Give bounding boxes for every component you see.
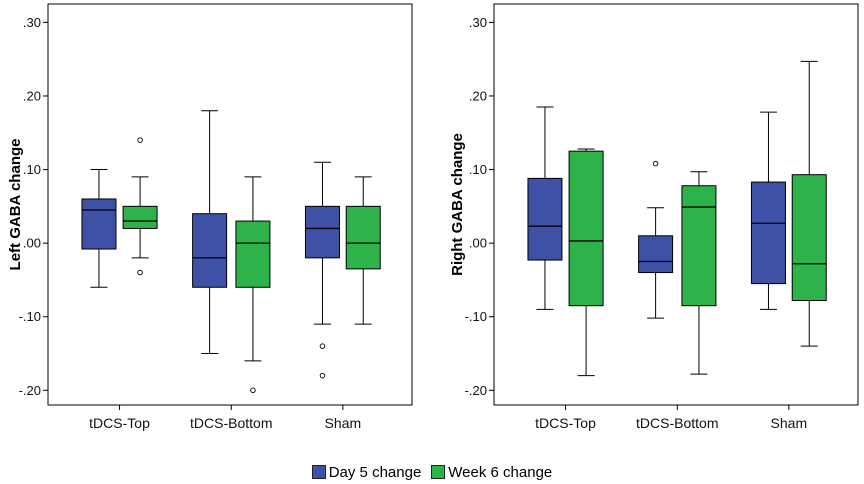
box-body: [681, 185, 717, 307]
y-tick-label: -.10: [19, 309, 41, 324]
outlier-point: [250, 387, 256, 394]
legend-swatch-day5: [311, 465, 326, 479]
y-tick-label: .10: [469, 162, 487, 177]
x-tick-label: tDCS-Bottom: [636, 415, 718, 431]
legend-item-week6: Week 6 change: [431, 464, 552, 481]
box-body: [568, 150, 604, 307]
box-week6-tdcs-bottom: [235, 176, 271, 394]
box-day5-sham: [750, 111, 786, 310]
box-body: [638, 235, 674, 274]
chart-legend: Day 5 change Week 6 change: [0, 460, 864, 484]
y-axis-title: Left GABA change: [7, 139, 24, 271]
y-tick-label: .10: [23, 162, 41, 177]
box-body: [750, 181, 786, 285]
box-body: [192, 213, 228, 288]
y-tick-label: -.10: [465, 309, 487, 324]
legend-item-day5: Day 5 change: [311, 463, 422, 481]
box-week6-tdcs-bottom: [681, 171, 717, 375]
outlier-point: [137, 137, 143, 143]
box-body: [235, 220, 271, 288]
box-week6-tdcs-top: [568, 148, 604, 377]
outlier-point: [137, 269, 143, 276]
box-day5-sham: [304, 161, 340, 379]
chart-panel-1: .30 .20 .10 .00 -.10 -.20 Left GABA change tDCS…: [7, 3, 413, 431]
box-body: [304, 205, 340, 259]
y-tick-label: .20: [469, 88, 487, 103]
x-tick-label: Sham: [325, 415, 362, 431]
x-tick-label: Sham: [771, 415, 808, 431]
chart-panel-2: .30 .20 .10 .00 -.10 -.20 Right GABA change tDC…: [449, 3, 859, 431]
legend-swatch-week6: [431, 465, 446, 479]
box-body: [527, 177, 563, 261]
outlier-point: [652, 160, 659, 167]
y-tick-label: .30: [469, 15, 487, 30]
box-day5-tdcs-bottom: [638, 160, 674, 319]
box-body: [345, 205, 381, 270]
legend-label-week6: Week 6 change: [448, 463, 553, 481]
legend-label-day5: Day 5 change: [328, 463, 422, 481]
plot-frame: [493, 3, 859, 406]
outlier-point: [319, 343, 326, 349]
y-axis-title: Right GABA change: [449, 133, 466, 276]
box-body: [791, 174, 827, 302]
box-day5-tdcs-top: [81, 169, 117, 288]
x-tick-label: tDCS-Bottom: [190, 415, 272, 431]
chart-canvas: .30 .20 .10 .00 -.10 -.20 Left GABA change tDCS…: [7, 3, 859, 431]
box-day5-tdcs-bottom: [192, 110, 228, 354]
box-body: [122, 205, 158, 229]
box-week6-sham: [345, 176, 381, 325]
y-tick-label: -.20: [465, 383, 487, 398]
y-tick-label: .00: [23, 236, 41, 251]
y-tick-label: -.20: [19, 383, 41, 398]
y-tick-label: .30: [23, 15, 41, 30]
plot-frame: [47, 3, 413, 406]
box-body: [81, 198, 117, 250]
x-tick-label: tDCS-Top: [89, 415, 150, 431]
outlier-point: [319, 372, 326, 379]
x-tick-label: tDCS-Top: [535, 415, 596, 431]
box-week6-sham: [791, 60, 827, 347]
y-tick-label: .20: [23, 88, 41, 103]
y-tick-label: .00: [469, 236, 487, 251]
box-week6-tdcs-top: [122, 137, 158, 276]
box-day5-tdcs-top: [527, 106, 563, 310]
